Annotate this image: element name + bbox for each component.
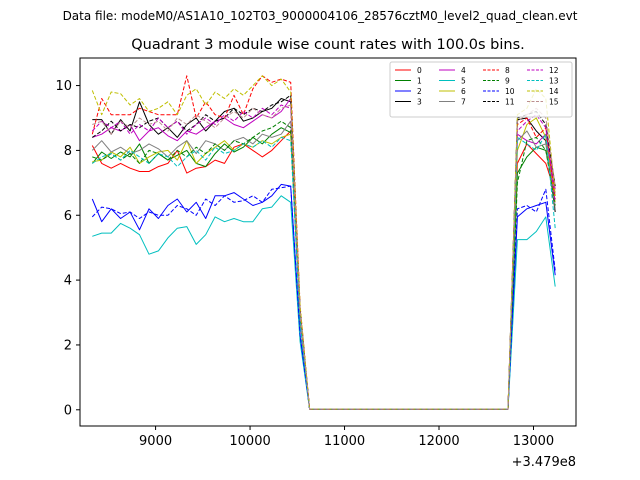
x-tick-label: 13000 xyxy=(513,434,554,449)
y-tick-label: 4 xyxy=(64,274,72,289)
legend-label-8: 8 xyxy=(505,66,510,75)
y-tick-label: 0 xyxy=(64,403,72,418)
legend-label-10: 10 xyxy=(505,87,515,96)
y-tick-label: 8 xyxy=(64,144,72,159)
legend-label-7: 7 xyxy=(461,97,466,106)
figure-suptitle: Data file: modeM0/AS1A10_102T03_90000041… xyxy=(63,9,578,23)
series-layer xyxy=(91,75,556,410)
legend-label-15: 15 xyxy=(549,97,559,106)
legend-label-12: 12 xyxy=(549,66,559,75)
legend-label-4: 4 xyxy=(461,66,466,75)
legend-box xyxy=(389,61,573,118)
chart-title: Quadrant 3 module wise count rates with … xyxy=(131,37,525,53)
x-tick-label: 11000 xyxy=(324,434,365,449)
y-tick-label: 10 xyxy=(55,79,72,94)
legend-label-5: 5 xyxy=(461,76,466,85)
legend-label-9: 9 xyxy=(505,76,510,85)
legend-label-11: 11 xyxy=(505,97,515,106)
series-line-15 xyxy=(92,104,556,410)
legend-label-14: 14 xyxy=(549,87,559,96)
x-tick-label: 10000 xyxy=(229,434,270,449)
legend-label-13: 13 xyxy=(549,76,559,85)
legend-label-3: 3 xyxy=(417,97,422,106)
legend-label-1: 1 xyxy=(417,76,422,85)
legend-label-0: 0 xyxy=(417,66,422,75)
legend-label-6: 6 xyxy=(461,87,466,96)
y-axis: 0 2 4 6 8 10 xyxy=(55,79,80,418)
legend-label-2: 2 xyxy=(417,87,422,96)
y-tick-label: 2 xyxy=(64,338,72,353)
x-offset-label: +3.479e8 xyxy=(512,455,576,470)
x-axis: 9000 10000 11000 12000 13000 xyxy=(139,426,554,449)
x-tick-label: 9000 xyxy=(139,434,172,449)
y-tick-label: 6 xyxy=(64,209,72,224)
axes-frame xyxy=(79,57,577,427)
x-tick-label: 12000 xyxy=(418,434,459,449)
